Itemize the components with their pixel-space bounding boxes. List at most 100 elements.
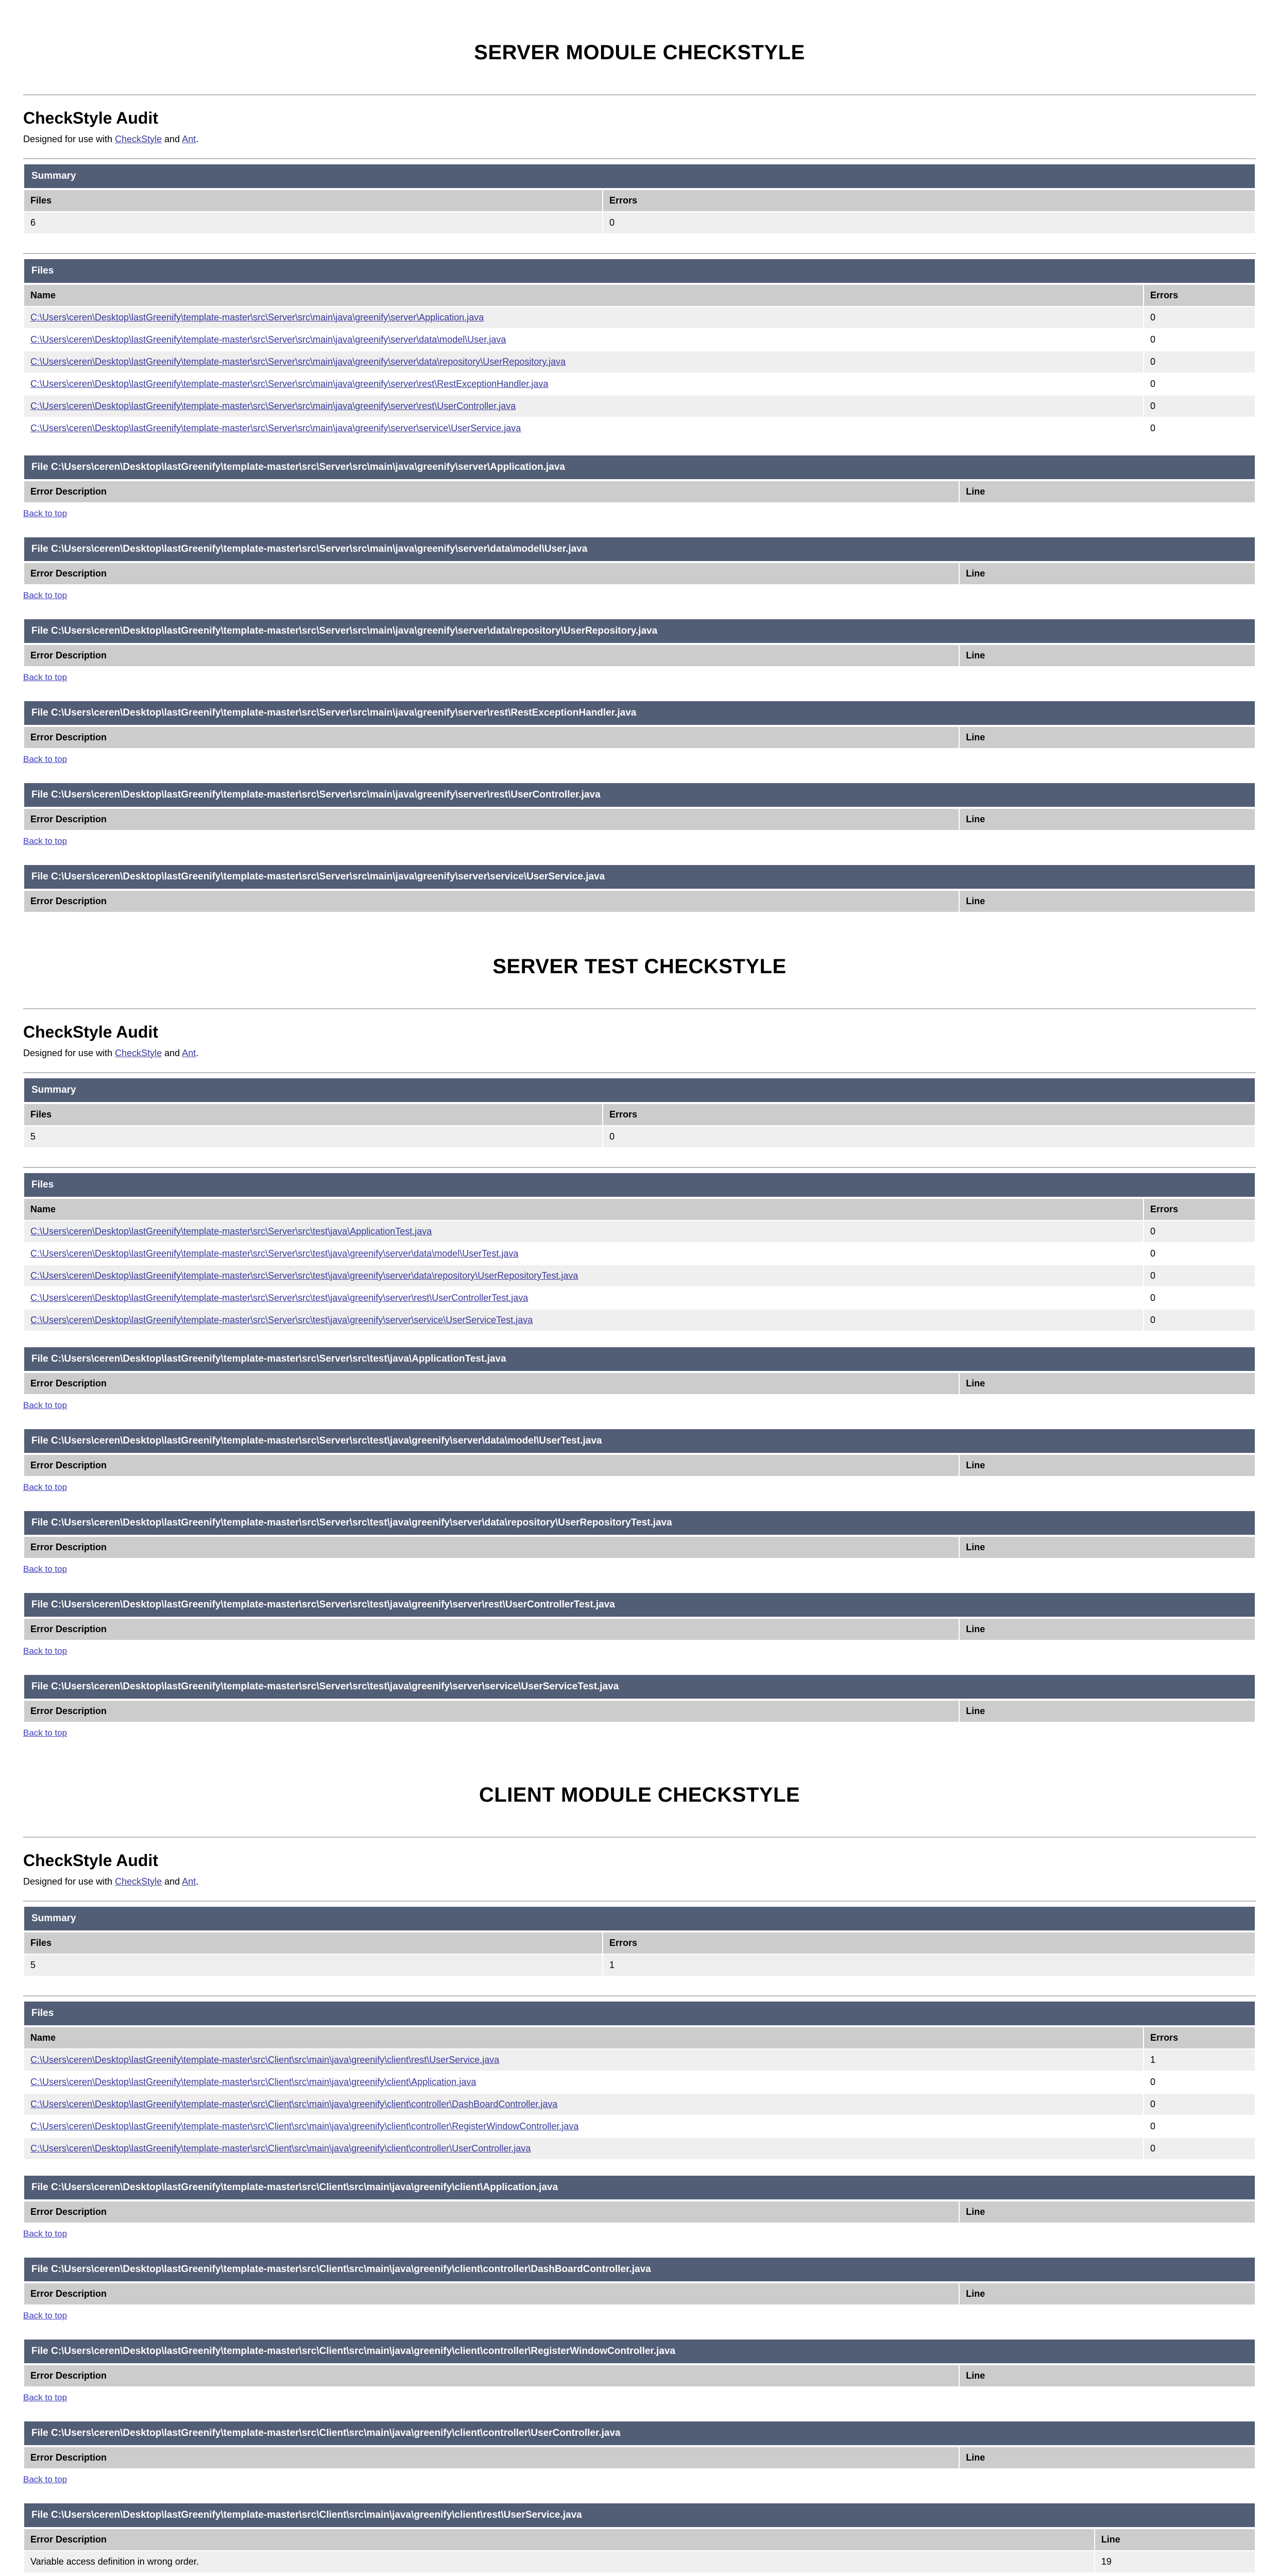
error-table: Error Description Line [23, 1372, 1256, 1395]
file-prefix-label: File [31, 625, 52, 636]
back-to-top-link[interactable]: Back to top [23, 754, 67, 764]
back-to-top-link[interactable]: Back to top [23, 1564, 67, 1574]
line-header: Line [960, 2283, 1255, 2304]
line-header: Line [960, 1455, 1255, 1476]
line-header: Line [960, 2447, 1255, 2468]
file-error-count: 0 [1144, 1243, 1255, 1264]
file-link[interactable]: C:\Users\ceren\Desktop\lastGreenify\temp… [30, 1293, 528, 1303]
back-to-top-link[interactable]: Back to top [23, 1728, 67, 1738]
checkstyle-section: SERVER TEST CHECKSTYLE CheckStyle Audit … [0, 955, 1279, 1747]
file-error-count: 0 [1144, 2094, 1255, 2115]
error-table-header-row: Error Description Line [24, 809, 1255, 830]
ant-link[interactable]: Ant [182, 134, 196, 144]
summary-header-row: Files Errors [24, 190, 1255, 211]
spacer [23, 1148, 1256, 1162]
back-to-top-link[interactable]: Back to top [23, 1482, 67, 1492]
file-prefix-label: File [31, 871, 52, 882]
checkstyle-section: CLIENT MODULE CHECKSTYLE CheckStyle Audi… [0, 1784, 1279, 2576]
summary-header-row: Files Errors [24, 1104, 1255, 1125]
file-row: C:\Users\ceren\Desktop\lastGreenify\temp… [24, 1221, 1255, 1242]
back-to-top-link[interactable]: Back to top [23, 2229, 67, 2239]
summary-table: Files Errors 5 0 [23, 1103, 1256, 1148]
file-link[interactable]: C:\Users\ceren\Desktop\lastGreenify\temp… [30, 1315, 533, 1325]
error-table: Error Description Line Variable access d… [23, 2528, 1256, 2573]
file-link[interactable]: C:\Users\ceren\Desktop\lastGreenify\temp… [30, 1270, 578, 1281]
summary-errors-value: 0 [603, 1126, 1255, 1147]
summary-bar-label: Summary [31, 1913, 76, 1924]
subtitle-text: and [162, 134, 182, 144]
checkstyle-link[interactable]: CheckStyle [115, 1048, 162, 1058]
file-row: C:\Users\ceren\Desktop\lastGreenify\temp… [24, 2072, 1255, 2093]
checkstyle-link[interactable]: CheckStyle [115, 1876, 162, 1887]
audit-title: CheckStyle Audit [23, 1851, 158, 1870]
back-to-top-link[interactable]: Back to top [23, 2475, 67, 2484]
file-error-count: 0 [1144, 351, 1255, 372]
file-link[interactable]: C:\Users\ceren\Desktop\lastGreenify\temp… [30, 2099, 558, 2109]
error-table-header-row: Error Description Line [24, 2447, 1255, 2468]
error-table: Error Description Line [23, 1700, 1256, 1723]
file-detail-block: File C:\Users\ceren\Desktop\lastGreenify… [23, 2503, 1256, 2573]
back-to-top-link[interactable]: Back to top [23, 1646, 67, 1656]
files-bar: Files [24, 1173, 1255, 1197]
back-to-top-link[interactable]: Back to top [23, 836, 67, 846]
summary-bar-label: Summary [31, 1084, 76, 1095]
file-link[interactable]: C:\Users\ceren\Desktop\lastGreenify\temp… [30, 1248, 519, 1259]
file-link[interactable]: C:\Users\ceren\Desktop\lastGreenify\temp… [30, 312, 484, 323]
file-link[interactable]: C:\Users\ceren\Desktop\lastGreenify\temp… [30, 1226, 432, 1236]
file-block-path: C:\Users\ceren\Desktop\lastGreenify\temp… [51, 871, 605, 882]
files-name-header: Name [24, 1199, 1144, 1220]
back-to-top-link[interactable]: Back to top [23, 590, 67, 600]
file-link[interactable]: C:\Users\ceren\Desktop\lastGreenify\temp… [30, 334, 506, 345]
audit-title: CheckStyle Audit [23, 109, 158, 127]
files-bar-label: Files [31, 265, 54, 276]
error-table-header-row: Error Description Line [24, 1455, 1255, 1476]
back-to-top-link[interactable]: Back to top [23, 2311, 67, 2320]
file-link[interactable]: C:\Users\ceren\Desktop\lastGreenify\temp… [30, 2143, 531, 2154]
summary-files-header: Files [24, 1933, 603, 1954]
ant-link[interactable]: Ant [182, 1876, 196, 1887]
line-header: Line [960, 563, 1255, 584]
file-name-cell: C:\Users\ceren\Desktop\lastGreenify\temp… [24, 374, 1144, 395]
back-to-top-link[interactable]: Back to top [23, 672, 67, 682]
error-description: Variable access definition in wrong orde… [24, 2551, 1094, 2572]
error-table-header-row: Error Description Line [24, 2529, 1255, 2550]
files-bar: Files [24, 2002, 1255, 2025]
file-block-header: File C:\Users\ceren\Desktop\lastGreenify… [24, 701, 1255, 725]
back-to-top-link[interactable]: Back to top [23, 1400, 67, 1410]
file-name-cell: C:\Users\ceren\Desktop\lastGreenify\temp… [24, 351, 1144, 372]
file-name-cell: C:\Users\ceren\Desktop\lastGreenify\temp… [24, 329, 1144, 350]
error-description-header: Error Description [24, 563, 959, 584]
error-table-header-row: Error Description Line [24, 2201, 1255, 2223]
audit-subtitle: Designed for use with CheckStyle and Ant… [23, 134, 1256, 145]
file-row: C:\Users\ceren\Desktop\lastGreenify\temp… [24, 1310, 1255, 1331]
file-detail-block: File C:\Users\ceren\Desktop\lastGreenify… [23, 1511, 1256, 1578]
error-table: Error Description Line [23, 2282, 1256, 2306]
file-detail-blocks: File C:\Users\ceren\Desktop\lastGreenify… [23, 2176, 1256, 2573]
subtitle-text: Designed for use with [23, 1048, 115, 1058]
file-link[interactable]: C:\Users\ceren\Desktop\lastGreenify\temp… [30, 401, 516, 411]
file-link[interactable]: C:\Users\ceren\Desktop\lastGreenify\temp… [30, 2077, 476, 2087]
file-block-header: File C:\Users\ceren\Desktop\lastGreenify… [24, 2503, 1255, 2527]
line-header: Line [960, 891, 1255, 912]
error-table-header-row: Error Description Line [24, 1373, 1255, 1394]
files-table: Name Errors C:\Users\ceren\Desktop\lastG… [23, 1198, 1256, 1332]
file-prefix-label: File [31, 544, 52, 554]
file-link[interactable]: C:\Users\ceren\Desktop\lastGreenify\temp… [30, 379, 549, 389]
section-heading: SERVER MODULE CHECKSTYLE [474, 41, 805, 64]
file-name-cell: C:\Users\ceren\Desktop\lastGreenify\temp… [24, 2094, 1144, 2115]
back-to-top-link[interactable]: Back to top [23, 509, 67, 518]
file-link[interactable]: C:\Users\ceren\Desktop\lastGreenify\temp… [30, 357, 566, 367]
checkstyle-link[interactable]: CheckStyle [115, 134, 162, 144]
file-link[interactable]: C:\Users\ceren\Desktop\lastGreenify\temp… [30, 423, 521, 433]
file-link[interactable]: C:\Users\ceren\Desktop\lastGreenify\temp… [30, 2055, 500, 2065]
divider [23, 1901, 1256, 1902]
file-prefix-label: File [31, 1353, 52, 1364]
file-block-header: File C:\Users\ceren\Desktop\lastGreenify… [24, 2340, 1255, 2363]
back-to-top-link[interactable]: Back to top [23, 2393, 67, 2402]
file-link[interactable]: C:\Users\ceren\Desktop\lastGreenify\temp… [30, 2121, 579, 2131]
file-detail-block: File C:\Users\ceren\Desktop\lastGreenify… [23, 865, 1256, 913]
line-header: Line [960, 1701, 1255, 1722]
ant-link[interactable]: Ant [182, 1048, 196, 1058]
file-prefix-label: File [31, 1599, 52, 1610]
file-detail-block: File C:\Users\ceren\Desktop\lastGreenify… [23, 701, 1256, 768]
